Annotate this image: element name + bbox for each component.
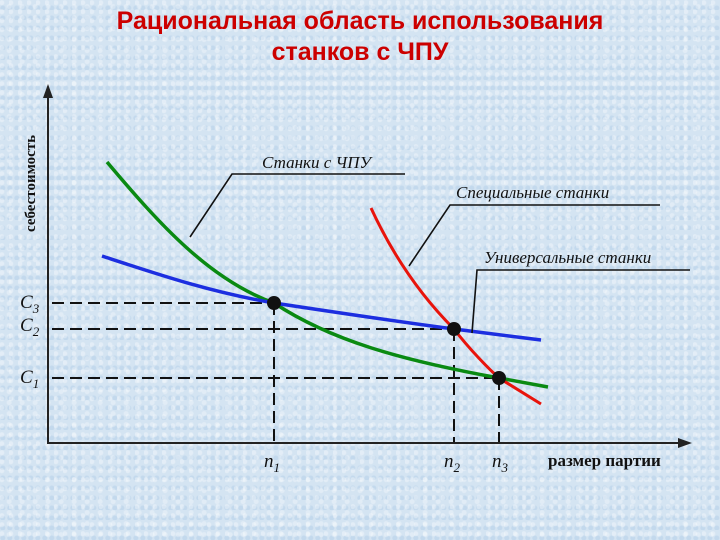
intersection-point-2 [447,322,461,336]
x-axis-arrow [678,438,692,448]
universal-callout-line [471,269,690,334]
universal-curve-label: Универсальные станки [484,248,651,267]
special-curve [369,207,542,406]
cnc-curve-label: Станки с ЧПУ [262,153,373,172]
special-curve-label: Специальные станки [456,183,609,202]
special-callout-line [408,204,660,267]
title-line-1: Рациональная область использования [116,7,604,35]
c2-label: C2 [20,315,40,339]
n2-label: n2 [444,451,461,475]
x-axis-label: размер партии [548,451,661,470]
chart-title: Рациональная область использования станк… [60,6,660,68]
c1-label: C1 [20,367,39,391]
cnc-callout-line [189,173,405,238]
n1-label: n1 [264,451,280,475]
y-axis-arrow [43,84,53,98]
title-line-2: станков с ЧПУ [271,38,449,66]
intersection-point-3 [492,371,506,385]
intersection-point-1 [267,296,281,310]
c3-label: C3 [20,292,40,316]
n3-label: n3 [492,451,509,475]
